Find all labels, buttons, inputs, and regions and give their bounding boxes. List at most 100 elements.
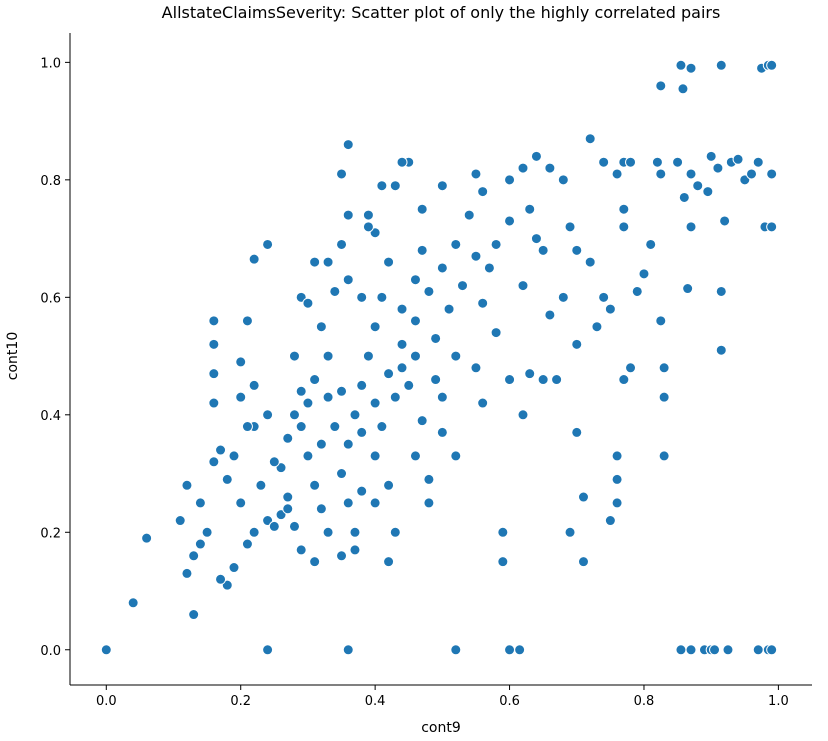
scatter-point (409, 450, 421, 462)
scatter-point (598, 156, 610, 168)
scatter-point (712, 162, 724, 174)
scatter-point (604, 515, 616, 527)
scatter-point (524, 203, 536, 215)
scatter-point (315, 321, 327, 333)
scatter-point (309, 374, 321, 386)
scatter-point (282, 432, 294, 444)
scatter-point (557, 291, 569, 303)
scatter-point (409, 274, 421, 286)
scatter-point (376, 421, 388, 433)
scatter-point (356, 379, 368, 391)
scatter-point (241, 421, 253, 433)
scatter-point (389, 526, 401, 538)
scatter-point (514, 644, 526, 656)
scatter-point (208, 338, 220, 350)
scatter-point (362, 221, 374, 233)
scatter-point (524, 368, 536, 380)
scatter-point (655, 80, 667, 92)
scatter-point (477, 397, 489, 409)
scatter-point (685, 168, 697, 180)
scatter-point (416, 244, 428, 256)
scatter-point (383, 256, 395, 268)
scatter-point (295, 544, 307, 556)
scatter-point (497, 556, 509, 568)
scatter-point (174, 515, 186, 527)
scatter-point (677, 83, 689, 95)
scatter-point (342, 644, 354, 656)
scatter-point (369, 321, 381, 333)
scatter-point (504, 374, 516, 386)
y-tick-label: 0.4 (40, 409, 61, 424)
scatter-point (625, 362, 637, 374)
scatter-point (564, 221, 576, 233)
scatter-point (322, 391, 334, 403)
scatter-point (396, 338, 408, 350)
scatter-point (722, 644, 734, 656)
x-tick-label: 0.2 (230, 694, 251, 709)
scatter-point (100, 644, 112, 656)
scatter-point (349, 526, 361, 538)
scatter-point (658, 391, 670, 403)
scatter-point (208, 456, 220, 468)
scatter-point (443, 303, 455, 315)
scatter-point (571, 338, 583, 350)
scatter-point (342, 438, 354, 450)
scatter-point (766, 168, 778, 180)
scatter-point (766, 59, 778, 71)
scatter-point (450, 450, 462, 462)
scatter-point (235, 497, 247, 509)
scatter-point (719, 215, 731, 227)
scatter-point (127, 597, 139, 609)
scatter-point (752, 644, 764, 656)
scatter-point (685, 644, 697, 656)
scatter-point (517, 280, 529, 292)
scatter-point (215, 444, 227, 456)
scatter-point (362, 209, 374, 221)
scatter-point (678, 191, 690, 203)
scatter-point (651, 156, 663, 168)
scatter-point (571, 426, 583, 438)
scatter-point (504, 644, 516, 656)
scatter-point (342, 209, 354, 221)
scatter-point (302, 297, 314, 309)
scatter-point (376, 291, 388, 303)
scatter-point (356, 426, 368, 438)
x-tick-label: 0.0 (96, 694, 117, 709)
scatter-point (228, 450, 240, 462)
scatter-point (181, 567, 193, 579)
scatter-point (241, 315, 253, 327)
scatter-point (188, 609, 200, 621)
scatter-point (457, 280, 469, 292)
scatter-point (463, 209, 475, 221)
chart-title: AllstateClaimsSeverity: Scatter plot of … (162, 3, 721, 22)
scatter-point (383, 368, 395, 380)
scatter-point (356, 291, 368, 303)
scatter-point (517, 409, 529, 421)
scatter-point (342, 139, 354, 151)
scatter-point (685, 62, 697, 74)
scatter-point (342, 274, 354, 286)
x-tick-label: 0.4 (365, 694, 386, 709)
scatter-point (336, 468, 348, 480)
scatter-point (675, 59, 687, 71)
scatter-point (490, 238, 502, 250)
scatter-point (295, 385, 307, 397)
scatter-point (208, 397, 220, 409)
scatter-point (436, 262, 448, 274)
scatter-point (248, 253, 260, 265)
scatter-point (262, 409, 274, 421)
scatter-point (201, 526, 213, 538)
scatter-point (715, 59, 727, 71)
scatter-point (430, 332, 442, 344)
scatter-point (268, 456, 280, 468)
x-axis-label: cont9 (421, 720, 461, 736)
scatter-point (655, 315, 667, 327)
scatter-point (288, 520, 300, 532)
scatter-point (766, 221, 778, 233)
scatter-point (577, 556, 589, 568)
scatter-point (604, 303, 616, 315)
scatter-point (336, 550, 348, 562)
scatter-point (255, 479, 267, 491)
scatter-point (715, 285, 727, 297)
scatter-point (655, 168, 667, 180)
